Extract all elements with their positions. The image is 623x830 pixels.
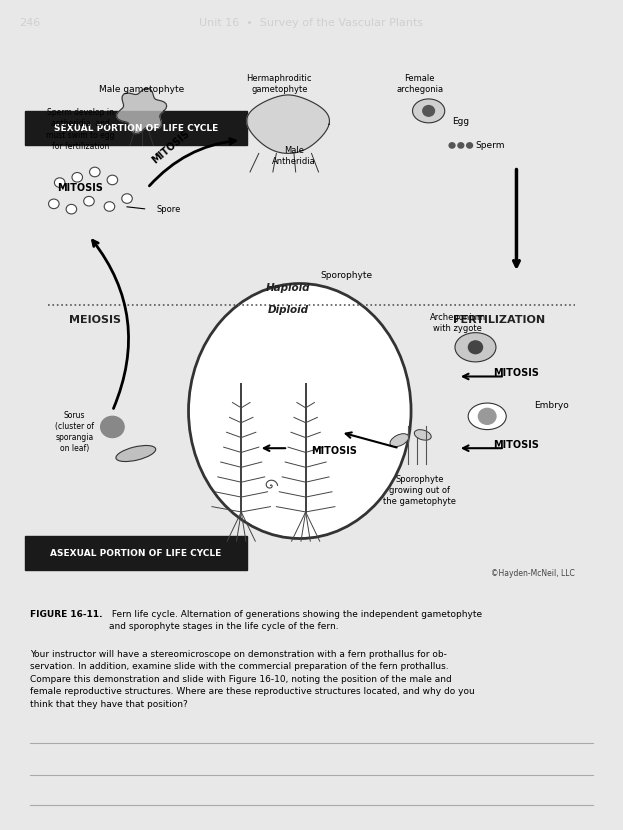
Text: Sporophyte: Sporophyte [321,271,373,281]
Text: Sperm develop in
antheridia  and
must swim to egg
for fertilization: Sperm develop in antheridia and must swi… [46,109,115,150]
Text: ©Hayden-McNeil, LLC: ©Hayden-McNeil, LLC [492,569,575,578]
Circle shape [449,143,455,148]
Text: Male gametophyte: Male gametophyte [99,85,184,94]
Text: Spore: Spore [156,205,181,213]
Ellipse shape [116,446,156,461]
Ellipse shape [390,434,409,447]
Text: MITOSIS: MITOSIS [150,129,192,166]
Ellipse shape [468,403,506,430]
Circle shape [49,199,59,208]
Ellipse shape [189,284,411,539]
Ellipse shape [455,333,496,362]
Ellipse shape [412,99,445,123]
Circle shape [121,193,132,203]
Text: Sporophyte
growing out of
the gametophyte: Sporophyte growing out of the gametophyt… [383,475,456,506]
Text: Hermaphroditic
gametophyte: Hermaphroditic gametophyte [247,74,312,95]
Text: Fern life cycle. Alternation of generations showing the independent gametophyte
: Fern life cycle. Alternation of generati… [110,610,483,631]
Text: 246: 246 [19,17,40,28]
Circle shape [107,175,118,185]
Circle shape [83,197,94,206]
Text: FIGURE 16-11.: FIGURE 16-11. [31,610,103,619]
Text: Unit 16  •  Survey of the Vascular Plants: Unit 16 • Survey of the Vascular Plants [199,17,424,28]
Text: Your instructor will have a stereomicroscope on demonstration with a fern protha: Your instructor will have a stereomicros… [31,650,475,709]
Text: Male
Antheridia: Male Antheridia [272,146,316,166]
Text: Egg: Egg [452,117,469,126]
Circle shape [423,105,434,116]
Circle shape [66,204,77,214]
Text: Female
archegonia: Female archegonia [396,74,444,95]
Circle shape [72,173,82,182]
FancyBboxPatch shape [24,111,247,145]
Text: MEIOSIS: MEIOSIS [69,315,121,325]
Text: Embryo: Embryo [534,401,569,410]
FancyBboxPatch shape [24,536,247,570]
Circle shape [468,341,482,354]
Polygon shape [247,95,330,154]
Text: Archegonium
with zygote: Archegonium with zygote [430,313,486,334]
Text: FERTILIZATION: FERTILIZATION [453,315,545,325]
Text: MITOSIS: MITOSIS [493,440,540,450]
Text: MITOSIS: MITOSIS [493,369,540,378]
Text: Haploid: Haploid [266,284,310,294]
Circle shape [458,143,464,148]
Circle shape [90,167,100,177]
Text: Sperm: Sperm [475,141,505,150]
Circle shape [478,408,496,424]
Text: ASEXUAL PORTION OF LIFE CYCLE: ASEXUAL PORTION OF LIFE CYCLE [50,549,221,558]
Text: Diploid: Diploid [267,305,308,315]
Text: MITOSIS: MITOSIS [312,446,358,456]
Circle shape [104,202,115,212]
Circle shape [101,417,124,437]
Text: MITOSIS: MITOSIS [57,183,103,193]
Text: Sorus
(cluster of
sporangia
on leaf): Sorus (cluster of sporangia on leaf) [55,411,94,453]
Text: SEXUAL PORTION OF LIFE CYCLE: SEXUAL PORTION OF LIFE CYCLE [54,124,218,133]
Polygon shape [117,88,167,134]
Circle shape [467,143,472,148]
Ellipse shape [414,430,431,440]
Circle shape [54,178,65,188]
